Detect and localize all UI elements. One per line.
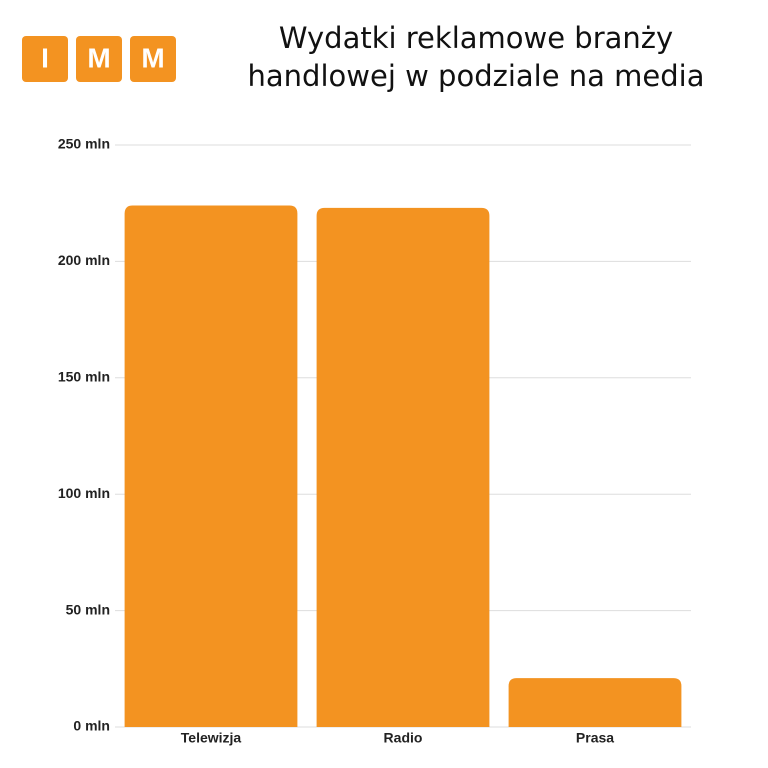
chart-title: handlowej w podziale na media xyxy=(248,59,705,93)
logo-box xyxy=(22,36,68,82)
y-tick-label: 250 mln xyxy=(58,136,110,152)
x-tick-label: Prasa xyxy=(576,730,614,746)
logo-box xyxy=(76,36,122,82)
logo-letter: M xyxy=(141,42,164,73)
logo-letter: M xyxy=(87,42,110,73)
y-tick-label: 50 mln xyxy=(66,601,110,617)
x-tick-label: Telewizja xyxy=(181,730,242,746)
bar xyxy=(508,678,682,727)
y-tick-label: 200 mln xyxy=(58,252,110,268)
y-tick-label: 150 mln xyxy=(58,369,110,385)
y-tick-label: 100 mln xyxy=(58,485,110,501)
y-tick-label: 0 mln xyxy=(73,718,110,734)
bar xyxy=(316,207,490,727)
logo-letter: I xyxy=(41,42,49,73)
x-tick-label: Radio xyxy=(384,730,423,746)
logo-box xyxy=(130,36,176,82)
chart-title: Wydatki reklamowe branży xyxy=(279,21,673,55)
bar xyxy=(124,205,298,727)
